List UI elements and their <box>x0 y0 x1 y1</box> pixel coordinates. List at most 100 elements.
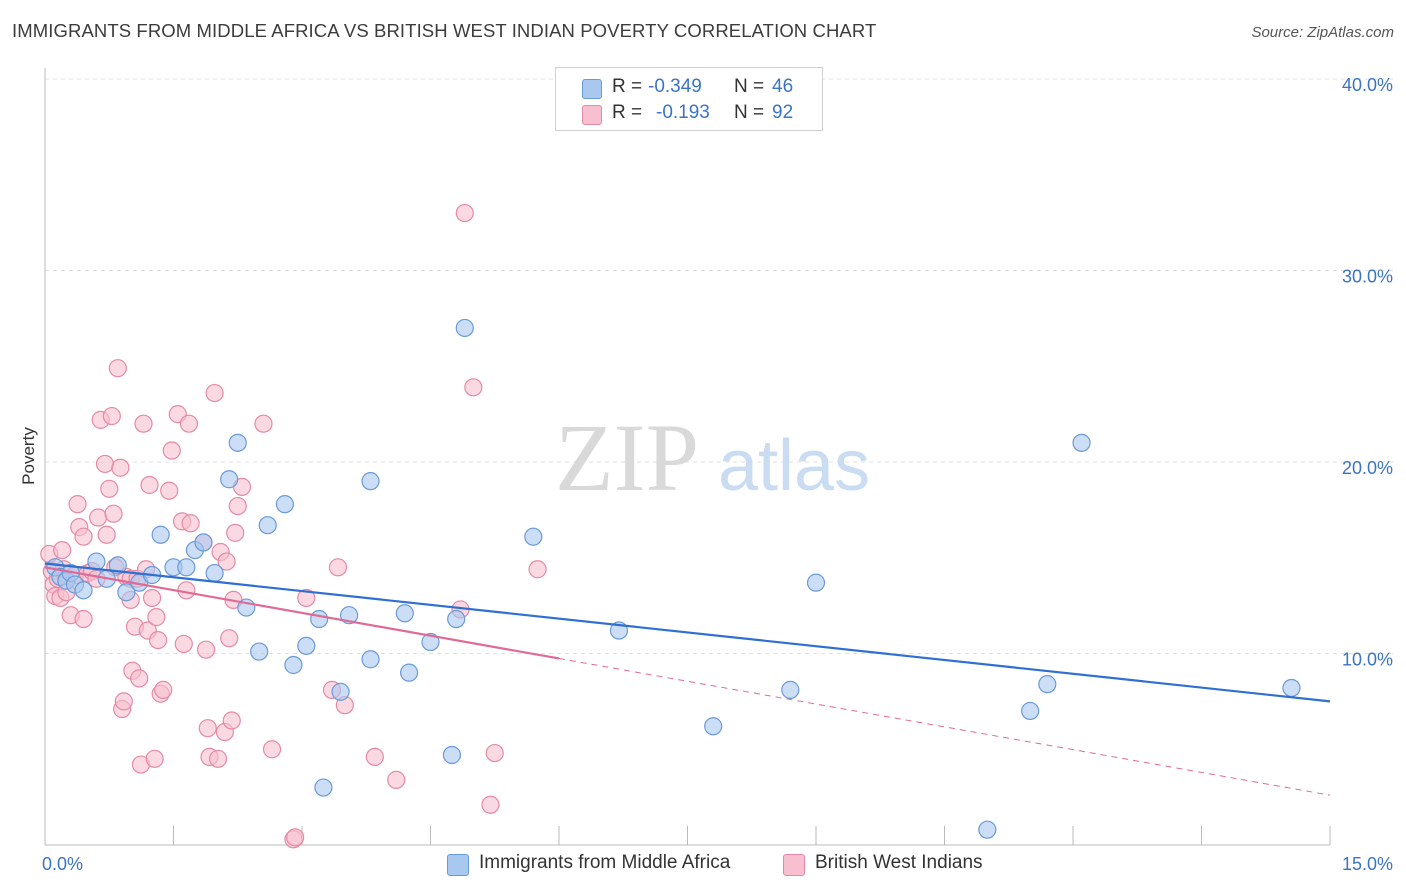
point-middle-africa <box>205 563 224 583</box>
point-middle-africa <box>151 525 170 544</box>
point-british-west-indians <box>208 749 228 768</box>
trend-line-british-west-indians <box>44 566 560 660</box>
point-british-west-indians <box>198 719 217 738</box>
point-middle-africa <box>284 655 303 675</box>
point-middle-africa <box>1021 701 1040 721</box>
legend-n-value: 92 <box>772 102 794 123</box>
point-british-west-indians <box>97 525 116 544</box>
point-middle-africa <box>314 778 333 797</box>
point-british-west-indians <box>145 749 164 768</box>
point-middle-africa <box>704 717 723 736</box>
source-label: Source: ZipAtlas.com <box>1251 24 1394 41</box>
point-british-west-indians <box>162 441 181 460</box>
point-middle-africa <box>228 433 247 452</box>
point-british-west-indians <box>130 669 149 688</box>
watermark-atlas: atlas <box>718 426 870 506</box>
point-middle-africa <box>395 604 414 623</box>
point-british-west-indians <box>297 588 316 608</box>
grid-lines <box>45 78 1395 654</box>
point-middle-africa <box>978 820 997 839</box>
legend-swatch-blue <box>582 79 602 99</box>
point-british-west-indians <box>160 481 179 500</box>
series-swatch-blue <box>447 854 469 876</box>
point-british-west-indians <box>68 495 87 514</box>
point-middle-africa <box>1038 675 1057 694</box>
point-british-west-indians <box>328 558 348 577</box>
point-middle-africa <box>220 470 239 489</box>
point-british-west-indians <box>174 634 193 654</box>
x-tick-label-max: 15.0% <box>1342 854 1393 874</box>
legend-n-value: 46 <box>772 76 794 97</box>
british-west-indians-points <box>40 203 547 849</box>
point-british-west-indians <box>140 475 159 495</box>
correlation-legend: R = -0.349 N = 46 R = -0.193 N = 92 <box>555 67 823 131</box>
point-british-west-indians <box>148 630 168 650</box>
point-british-west-indians <box>205 383 224 403</box>
point-british-west-indians <box>455 203 474 223</box>
point-middle-africa <box>442 745 462 765</box>
point-middle-africa <box>455 318 474 338</box>
point-british-west-indians <box>228 496 247 516</box>
point-british-west-indians <box>95 454 115 474</box>
point-british-west-indians <box>74 609 93 629</box>
legend-r-label: R = <box>612 76 643 97</box>
point-middle-africa <box>421 632 440 652</box>
point-middle-africa <box>1072 433 1091 452</box>
point-middle-africa <box>806 573 826 592</box>
point-middle-africa <box>361 650 380 669</box>
point-british-west-indians <box>89 508 108 527</box>
point-british-west-indians <box>485 743 504 763</box>
point-british-west-indians <box>154 680 173 699</box>
point-british-west-indians <box>74 527 93 546</box>
point-british-west-indians <box>226 523 245 542</box>
legend-n-label: N = <box>734 76 765 97</box>
point-british-west-indians <box>53 540 72 560</box>
x-tick-label-min: 0.0% <box>42 854 83 874</box>
point-middle-africa <box>177 558 196 577</box>
point-british-west-indians <box>179 414 199 433</box>
legend-n-label: N = <box>734 102 765 123</box>
point-british-west-indians <box>220 629 239 648</box>
point-middle-africa <box>297 636 316 655</box>
point-british-west-indians <box>254 414 273 433</box>
point-british-west-indians <box>365 747 384 767</box>
watermark-zip: ZIP <box>555 404 699 511</box>
legend-r-label: R = <box>612 102 643 123</box>
watermark: ZIP atlas <box>555 404 870 511</box>
point-british-west-indians <box>387 770 406 789</box>
trend-line-middle-africa <box>44 562 1331 703</box>
point-british-west-indians <box>286 828 305 847</box>
point-middle-africa <box>524 527 543 546</box>
point-british-west-indians <box>481 795 500 814</box>
y-tick-label: 30.0% <box>1342 267 1393 287</box>
legend-r-value: -0.193 <box>656 102 710 123</box>
point-british-west-indians <box>100 479 119 498</box>
point-middle-africa <box>258 516 277 535</box>
trend-line-british-west-indians-extension <box>558 657 1331 796</box>
point-british-west-indians <box>111 458 130 477</box>
point-middle-africa <box>275 495 294 514</box>
point-middle-africa <box>781 680 800 699</box>
point-british-west-indians <box>181 514 200 533</box>
series-label: British West Indians <box>815 852 983 873</box>
trend-lines <box>44 562 1331 796</box>
point-british-west-indians <box>217 552 236 571</box>
point-middle-africa <box>250 642 269 661</box>
point-british-west-indians <box>464 378 483 397</box>
point-middle-africa <box>399 663 419 682</box>
point-british-west-indians <box>134 414 153 433</box>
point-british-west-indians <box>528 560 547 579</box>
point-british-west-indians <box>147 608 166 627</box>
point-middle-africa <box>117 583 136 602</box>
y-tick-label: 40.0% <box>1342 75 1393 95</box>
point-british-west-indians <box>114 692 133 711</box>
point-british-west-indians <box>262 740 282 759</box>
y-tick-label: 20.0% <box>1342 458 1393 478</box>
point-middle-africa <box>74 581 93 600</box>
point-british-west-indians <box>108 359 127 378</box>
middle-africa-points <box>46 318 1301 839</box>
point-middle-africa <box>1282 678 1301 698</box>
point-british-west-indians <box>196 640 216 659</box>
point-middle-africa <box>331 682 350 701</box>
